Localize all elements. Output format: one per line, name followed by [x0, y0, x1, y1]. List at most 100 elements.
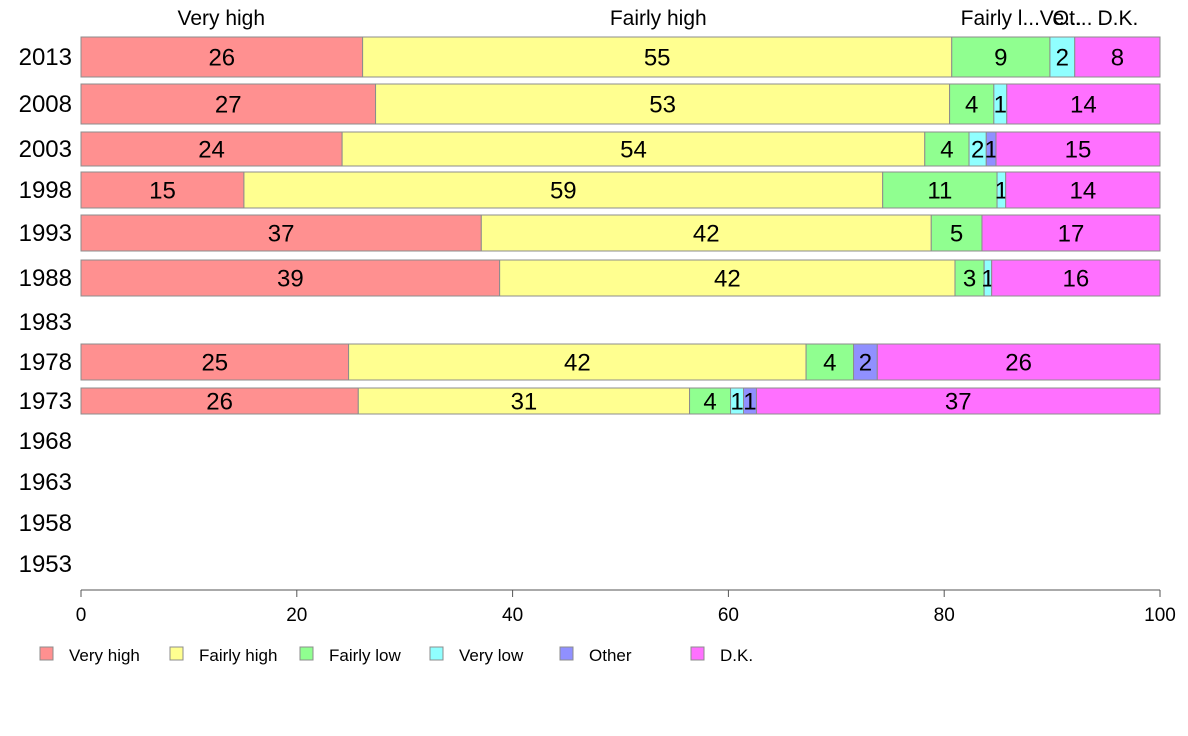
year-label-1963: 1963	[19, 469, 72, 496]
bar-2013-fairly-high	[362, 36, 953, 78]
legend-label-other: Other	[589, 646, 632, 665]
bar-2008-very-high	[80, 83, 377, 125]
data-label-1978-4: 2	[859, 350, 872, 377]
bar-1988-fairly-high	[499, 259, 956, 297]
year-label-2008: 2008	[19, 91, 72, 118]
year-label-1983: 1983	[19, 309, 72, 336]
year-label-1978: 1978	[19, 349, 72, 376]
bar-1993-fairly-low	[930, 214, 983, 252]
data-label-1993-5: 17	[1058, 221, 1085, 248]
legend-swatch-very-high	[39, 646, 54, 661]
data-label-1998-5: 14	[1069, 178, 1096, 205]
data-label-1973-0: 26	[206, 389, 233, 416]
bar-2008-fairly-high	[375, 83, 951, 125]
bar-2008-fairly-low	[949, 83, 995, 125]
data-label-2003-0: 24	[198, 137, 225, 164]
data-label-2013-5: 8	[1111, 45, 1124, 72]
x-tick-label-60: 60	[718, 605, 739, 626]
bar-1973-very-high	[80, 387, 359, 415]
bar-2008-d-k-	[1006, 83, 1161, 125]
year-label-1953: 1953	[19, 551, 72, 578]
data-label-1978-5: 26	[1005, 350, 1032, 377]
data-label-2013-3: 2	[1056, 45, 1069, 72]
data-label-1978-2: 4	[823, 350, 836, 377]
legend-label-very-low: Very low	[459, 646, 524, 665]
data-label-1978-0: 25	[201, 350, 228, 377]
legend-swatch-other	[559, 646, 574, 661]
bar-1973-d-k-	[755, 387, 1161, 415]
data-label-2013-2: 9	[994, 45, 1007, 72]
data-label-1973-3: 1	[730, 389, 743, 416]
legend-swatch-very-low	[429, 646, 444, 661]
data-label-1973-1: 31	[511, 389, 538, 416]
top-label-4: Ot...	[1053, 7, 1093, 30]
bar-2013-d-k-	[1074, 36, 1161, 78]
data-label-1998-0: 15	[149, 178, 176, 205]
legend: Very high Fairly high Fairly low Very low Ot…	[39, 646, 753, 665]
data-label-1988-2: 3	[963, 266, 976, 293]
data-label-2008-5: 14	[1070, 92, 1097, 119]
bar-1978-d-k-	[876, 343, 1161, 381]
data-label-2003-1: 54	[620, 137, 647, 164]
legend-label-fairly-low: Fairly low	[329, 646, 402, 665]
data-label-1993-2: 5	[950, 221, 963, 248]
y-axis-labels: 2013 2008 2003 1998 1993 1988 1983 1978 1973 1968…	[19, 44, 72, 578]
year-label-2013: 2013	[19, 44, 72, 71]
data-label-2003-2: 4	[940, 137, 953, 164]
data-label-1973-2: 4	[703, 389, 716, 416]
x-tick-label-40: 40	[502, 605, 523, 626]
x-tick-label-100: 100	[1144, 605, 1176, 626]
data-label-1998-1: 59	[550, 178, 577, 205]
year-label-2003: 2003	[19, 136, 72, 163]
bar-1998-fairly-high	[243, 171, 884, 209]
legend-swatch-fairly-low	[299, 646, 314, 661]
data-label-2008-3: 1	[994, 92, 1007, 119]
year-label-1993: 1993	[19, 220, 72, 247]
legend-label-very-high: Very high	[69, 646, 140, 665]
bar-2003-very-high	[80, 131, 343, 167]
data-label-2003-3: 2	[971, 137, 984, 164]
x-tick-label-20: 20	[286, 605, 307, 626]
data-label-1998-2: 11	[927, 178, 952, 205]
year-label-1998: 1998	[19, 177, 72, 204]
bar-2003-fairly-high	[341, 131, 926, 167]
data-label-2008-1: 53	[649, 92, 676, 119]
bar-2003-fairly-low	[924, 131, 970, 167]
bar-1993-fairly-high	[480, 214, 932, 252]
x-tick-label-80: 80	[934, 605, 955, 626]
top-label-2: Fairly l...	[961, 7, 1040, 30]
data-label-2008-0: 27	[215, 92, 242, 119]
legend-label-d-k-: D.K.	[720, 646, 753, 665]
top-label-1: Fairly high	[610, 7, 707, 30]
bar-1998-fairly-low	[882, 171, 998, 209]
data-label-1988-1: 42	[714, 266, 741, 293]
bar-2003-d-k-	[995, 131, 1161, 167]
bar-1988-very-high	[80, 259, 501, 297]
year-label-1973: 1973	[19, 388, 72, 415]
legend-label-fairly-high: Fairly high	[199, 646, 277, 665]
x-tick-label-0: 0	[76, 605, 87, 626]
data-label-1998-3: 1	[995, 178, 1008, 205]
top-label-5: D.K.	[1097, 7, 1138, 30]
data-label-1988-0: 39	[277, 266, 304, 293]
legend-swatch-fairly-high	[169, 646, 184, 661]
data-label-1988-5: 16	[1062, 266, 1089, 293]
legend-swatch-d-k-	[690, 646, 705, 661]
data-label-1973-5: 37	[945, 389, 972, 416]
bar-1978-fairly-low	[805, 343, 855, 381]
top-label-0: Very high	[177, 7, 265, 30]
data-label-2013-1: 55	[644, 45, 671, 72]
bar-1978-very-high	[80, 343, 350, 381]
data-label-1993-0: 37	[268, 221, 295, 248]
top-category-labels: Very high Fairly high Fairly l... Ve...Ot..…	[177, 7, 1138, 30]
bar-1988-d-k-	[991, 259, 1161, 297]
top-label-3: Ve...	[1040, 7, 1082, 30]
x-axis: 0 20 40 60 80 100	[76, 589, 1176, 626]
data-label-1993-1: 42	[693, 221, 720, 248]
bar-1993-d-k-	[981, 214, 1161, 252]
data-label-2013-0: 26	[208, 45, 235, 72]
year-label-1988: 1988	[19, 265, 72, 292]
data-label-2008-2: 4	[965, 92, 978, 119]
